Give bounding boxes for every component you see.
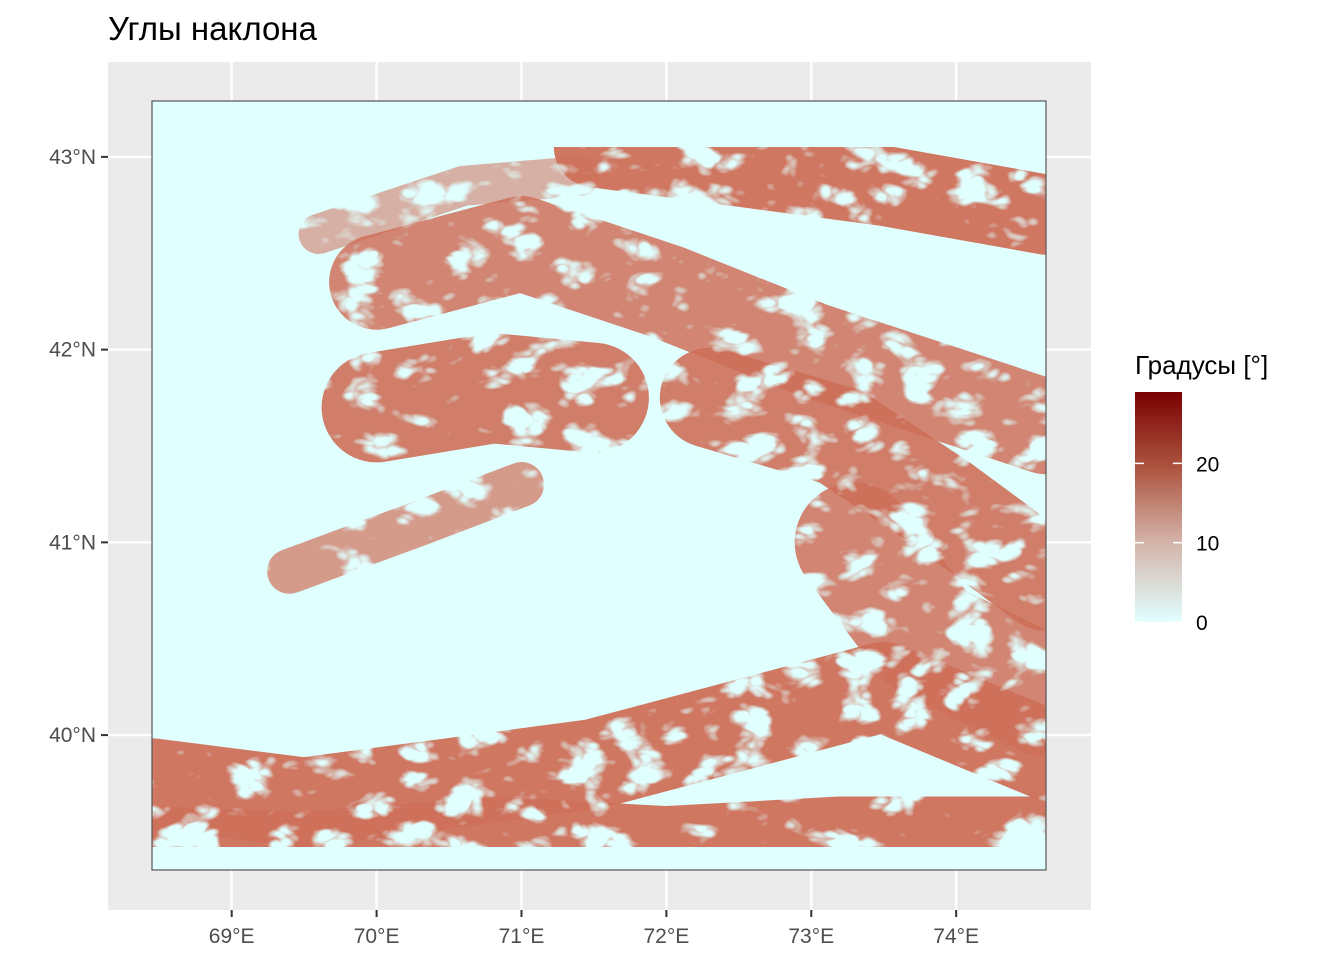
x-axis: 69°E 70°E 71°E 72°E 73°E 74°E	[209, 910, 979, 948]
relief-band	[321, 333, 649, 463]
raster-border	[151, 100, 1047, 871]
y-tick-label: 43°N	[49, 146, 96, 169]
chart-title: Углы наклона	[108, 10, 318, 47]
x-tick-label: 74°E	[933, 925, 979, 948]
legend-ticks: 20 10 0	[1135, 453, 1219, 635]
relief-band	[267, 462, 544, 594]
legend-tick-label: 10	[1196, 533, 1219, 556]
legend-colorbar	[1135, 392, 1182, 622]
legend-tick-label: 20	[1196, 453, 1219, 476]
x-tick-label: 69°E	[209, 925, 255, 948]
relief-band	[553, 107, 1046, 255]
legend-tick-label: 0	[1196, 612, 1208, 635]
y-tick-label: 42°N	[49, 339, 96, 362]
slope-raster	[152, 101, 1046, 870]
relief-band	[152, 641, 1046, 848]
x-tick-label: 70°E	[354, 925, 400, 948]
y-tick-label: 41°N	[49, 531, 96, 554]
y-axis: 43°N 42°N 41°N 40°N	[49, 146, 108, 747]
relief-band	[794, 482, 1046, 757]
relief-band	[659, 347, 1046, 631]
x-tick-label: 72°E	[643, 925, 689, 948]
relief-band	[329, 196, 1046, 475]
relief-band	[298, 156, 600, 254]
legend-title: Градусы [°]	[1135, 350, 1268, 380]
x-tick-label: 73°E	[788, 925, 834, 948]
y-tick-label: 40°N	[49, 724, 96, 747]
relief-band	[152, 796, 1046, 870]
x-tick-label: 71°E	[499, 925, 545, 948]
